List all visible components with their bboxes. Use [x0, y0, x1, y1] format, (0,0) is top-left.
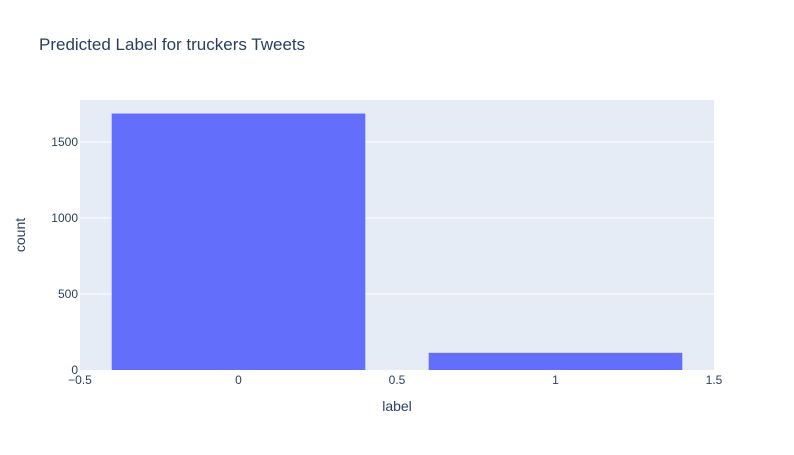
bar-label-1: [428, 352, 683, 370]
y-axis-title: count: [12, 218, 28, 252]
y-tick-label: 0: [71, 363, 78, 377]
y-tick-label: 1000: [51, 211, 78, 225]
x-tick-label: −0.5: [68, 373, 92, 387]
x-tick-label: 1: [552, 373, 559, 387]
y-tick-label: 1500: [51, 135, 78, 149]
chart-title: Predicted Label for truckers Tweets: [39, 35, 305, 54]
x-tick-label: 1.5: [706, 373, 723, 387]
y-tick-labels: 0 500 1000 1500: [51, 135, 78, 377]
x-tick-label: 0: [235, 373, 242, 387]
x-tick-label: 0.5: [389, 373, 406, 387]
bar-label-0: [111, 113, 366, 370]
y-tick-label: 500: [58, 287, 78, 301]
bars: [111, 113, 683, 370]
x-axis-title: label: [382, 398, 412, 414]
x-tick-labels: −0.5 0 0.5 1 1.5: [68, 373, 723, 387]
